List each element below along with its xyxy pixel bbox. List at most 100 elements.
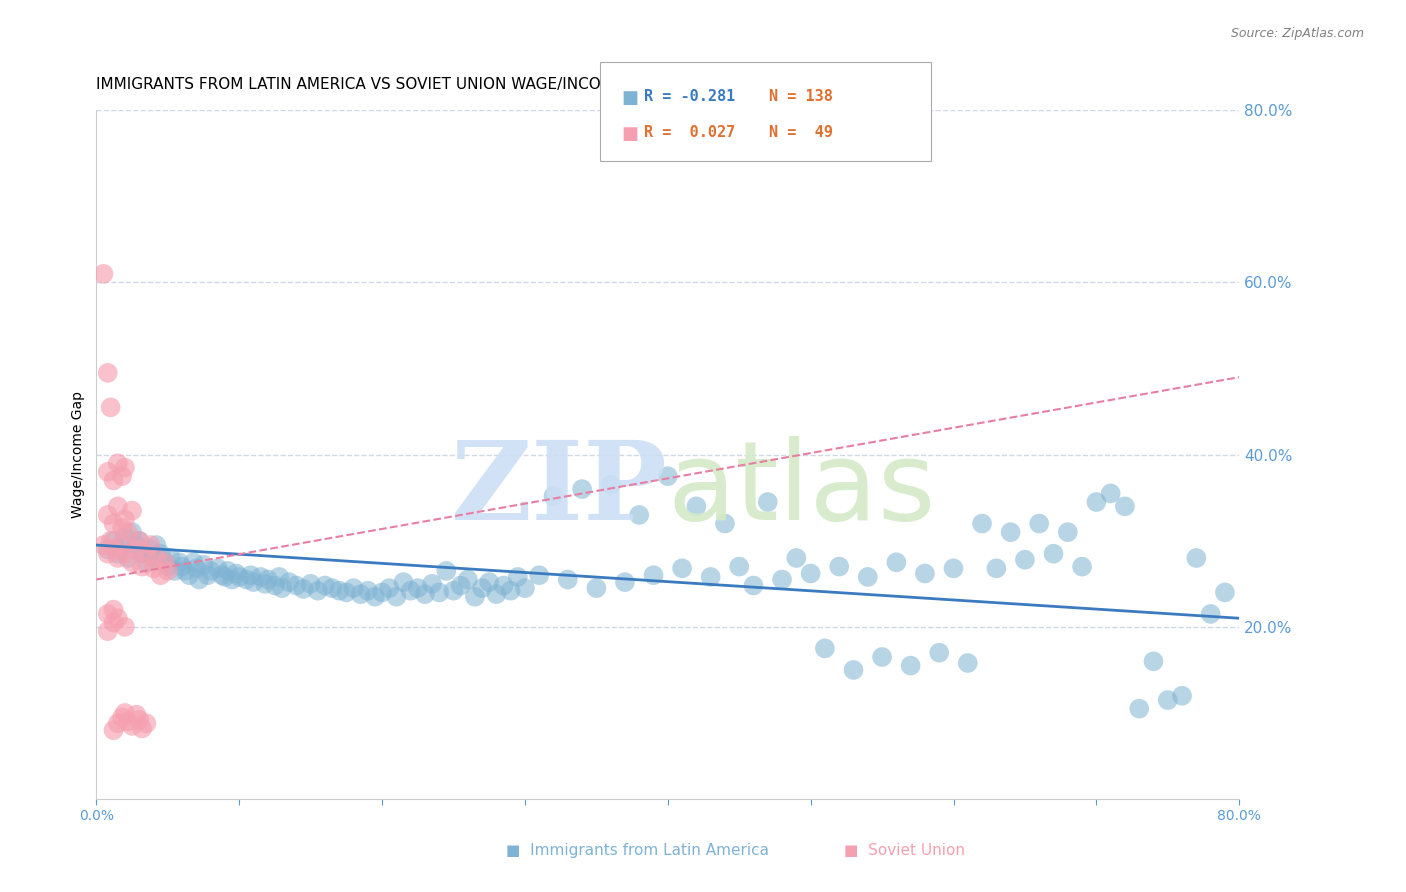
Point: [628, 508, 651, 522]
Point: [599, 478, 621, 492]
Point: [321, 581, 343, 595]
Point: [1114, 500, 1136, 514]
Point: [153, 555, 176, 569]
Point: [269, 570, 291, 584]
Point: [285, 578, 308, 592]
Point: [159, 551, 181, 566]
Point: [107, 611, 129, 625]
Point: [167, 555, 190, 569]
Point: [107, 547, 129, 561]
Text: ■  Immigrants from Latin America: ■ Immigrants from Latin America: [506, 843, 769, 858]
Text: Source: ZipAtlas.com: Source: ZipAtlas.com: [1230, 27, 1364, 40]
Point: [457, 573, 479, 587]
Point: [657, 469, 679, 483]
Point: [714, 516, 737, 531]
Point: [1142, 654, 1164, 668]
Point: [163, 564, 186, 578]
Point: [299, 577, 322, 591]
Point: [93, 267, 115, 281]
Point: [117, 551, 139, 566]
Point: [100, 401, 122, 415]
Point: [179, 568, 201, 582]
Point: [464, 590, 486, 604]
Point: [114, 460, 136, 475]
Point: [114, 706, 136, 720]
Point: [103, 474, 125, 488]
Point: [117, 714, 139, 729]
Point: [814, 641, 837, 656]
Point: [970, 516, 993, 531]
Point: [1071, 559, 1094, 574]
Point: [197, 568, 219, 582]
Point: [107, 551, 129, 566]
Point: [643, 568, 665, 582]
Point: [378, 581, 401, 595]
Point: [188, 573, 211, 587]
Point: [135, 555, 157, 569]
Point: [117, 525, 139, 540]
Point: [800, 566, 823, 581]
Point: [770, 573, 793, 587]
Text: ■: ■: [621, 89, 638, 107]
Point: [314, 578, 336, 592]
Point: [103, 542, 125, 557]
Point: [699, 570, 721, 584]
Point: [131, 547, 153, 561]
Point: [97, 465, 120, 479]
Point: [125, 707, 148, 722]
Point: [728, 559, 751, 574]
Point: [256, 573, 278, 587]
Point: [385, 590, 408, 604]
Point: [183, 555, 205, 569]
Point: [97, 508, 120, 522]
Point: [111, 521, 134, 535]
Point: [125, 542, 148, 557]
Point: [328, 583, 350, 598]
Point: [613, 575, 636, 590]
Point: [128, 533, 150, 548]
Point: [478, 575, 501, 590]
Point: [671, 561, 693, 575]
Point: [142, 561, 165, 575]
Point: [111, 710, 134, 724]
Text: ■: ■: [621, 125, 638, 143]
Point: [114, 512, 136, 526]
Point: [1185, 551, 1208, 566]
Point: [1213, 585, 1236, 599]
Point: [364, 590, 387, 604]
Point: [271, 581, 294, 595]
Point: [529, 568, 551, 582]
Point: [145, 551, 167, 566]
Point: [97, 547, 120, 561]
Point: [103, 516, 125, 531]
Point: [225, 566, 247, 581]
Point: [142, 551, 165, 566]
Point: [103, 723, 125, 738]
Point: [211, 568, 233, 582]
Point: [1028, 516, 1050, 531]
Point: [121, 525, 143, 540]
Point: [114, 620, 136, 634]
Point: [200, 564, 222, 578]
Point: [207, 561, 229, 575]
Point: [103, 533, 125, 548]
Point: [149, 568, 172, 582]
Point: [97, 366, 120, 380]
Point: [111, 538, 134, 552]
Point: [128, 533, 150, 548]
Point: [121, 503, 143, 517]
Point: [114, 547, 136, 561]
Point: [342, 581, 364, 595]
Point: [986, 561, 1008, 575]
Point: [443, 583, 465, 598]
Point: [107, 716, 129, 731]
Point: [1199, 607, 1222, 621]
Point: [103, 615, 125, 630]
Point: [121, 555, 143, 569]
Point: [111, 469, 134, 483]
Point: [186, 561, 208, 575]
Point: [193, 558, 215, 572]
Point: [103, 602, 125, 616]
Point: [1056, 525, 1078, 540]
Point: [100, 533, 122, 548]
